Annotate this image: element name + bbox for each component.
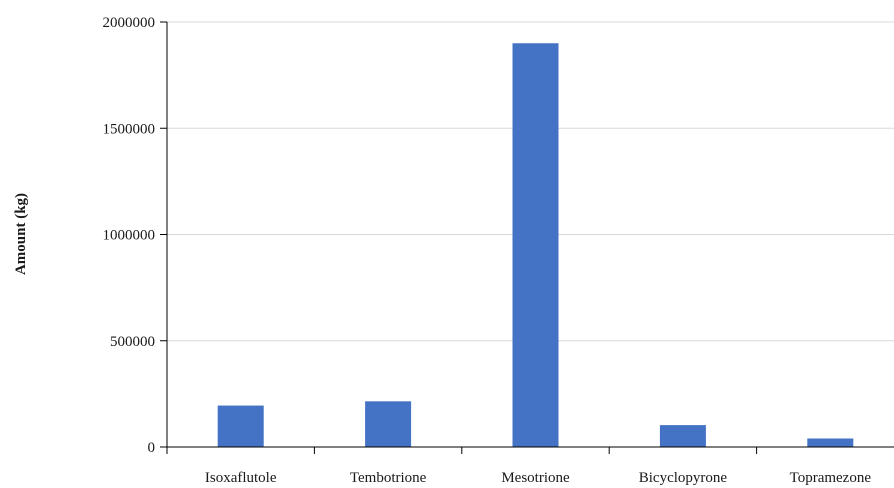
x-tick-labels: Isoxaflutole Tembotrione Mesotrione Bicyclo… bbox=[205, 470, 871, 486]
x-tick-label: Tembotrione bbox=[350, 470, 427, 486]
y-tick-labels: 0 500000 1000000 1500000 2000000 bbox=[103, 15, 156, 456]
bar-topramezone bbox=[807, 439, 853, 448]
bar-mesotrione bbox=[513, 43, 559, 447]
bars bbox=[218, 43, 854, 447]
bar-isoxaflutole bbox=[218, 406, 264, 447]
y-tick-label: 1000000 bbox=[103, 228, 156, 244]
x-tick-label: Topramezone bbox=[790, 470, 872, 486]
x-tick-label: Isoxaflutole bbox=[205, 470, 277, 486]
bar-bicyclopyrone bbox=[660, 425, 706, 447]
y-tick-label: 0 bbox=[148, 440, 156, 456]
y-tick-label: 2000000 bbox=[103, 15, 156, 31]
bar-tembotrione bbox=[365, 401, 411, 447]
y-axis-label: Amount (kg) bbox=[13, 193, 29, 275]
y-tick-label: 1500000 bbox=[103, 121, 156, 137]
x-tick-label: Mesotrione bbox=[501, 470, 570, 486]
y-tick-label: 500000 bbox=[110, 334, 155, 350]
x-tick-label: Bicyclopyrone bbox=[639, 470, 728, 486]
